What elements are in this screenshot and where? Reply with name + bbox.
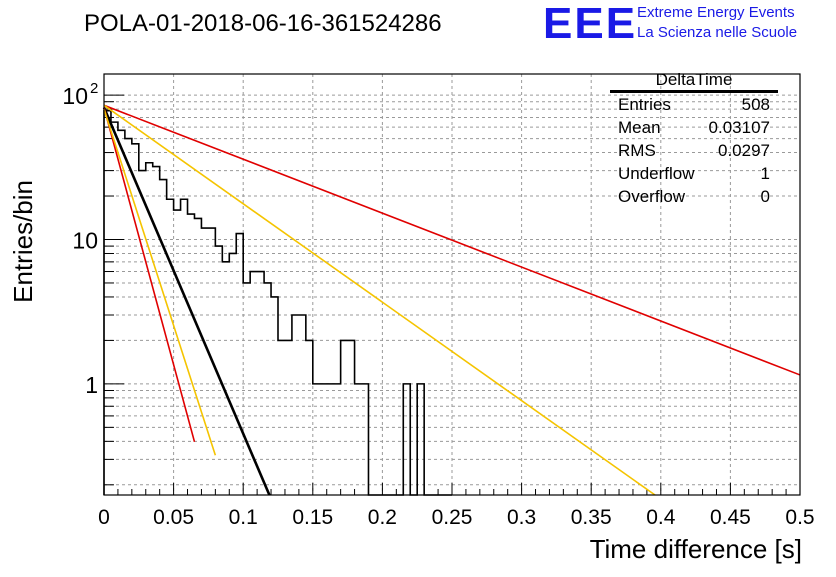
x-tick-label: 0.45 <box>710 506 751 529</box>
stats-row: Overflow 0 <box>610 185 778 208</box>
x-tick-label: 0.4 <box>646 506 676 529</box>
x-tick-label: 0.05 <box>153 506 194 529</box>
stats-row: Underflow 1 <box>610 162 778 185</box>
stats-value: 1 <box>760 164 770 183</box>
x-tick-label: 0.5 <box>785 506 814 529</box>
stats-label: Mean <box>618 118 661 137</box>
stats-label: RMS <box>618 141 656 160</box>
stats-label: Underflow <box>618 164 695 183</box>
x-tick-label: 0.1 <box>229 506 258 529</box>
stats-box: DeltaTime Entries 508 Mean 0.03107 RMS 0… <box>610 70 778 208</box>
fit-curves <box>102 104 801 496</box>
x-tick-label: 0 <box>98 506 110 529</box>
x-tick-labels: 0 0.05 0.1 0.15 0.2 0.25 0.3 0.35 0.4 0.45 0.5 <box>98 506 814 529</box>
y-tick-label: 10 <box>62 83 88 109</box>
x-tick-label: 0.3 <box>507 506 536 529</box>
x-tick-label: 0.35 <box>571 506 612 529</box>
y-tick-label: 10 <box>72 227 98 253</box>
stats-title: DeltaTime <box>610 70 778 93</box>
fit-line-1 <box>102 107 271 496</box>
stats-row: RMS 0.0297 <box>610 139 778 162</box>
y-tick-label: 1 <box>85 372 98 398</box>
plot-frame <box>103 73 801 496</box>
grid <box>104 74 800 495</box>
y-tick-exponent: 2 <box>90 80 98 97</box>
stats-value: 508 <box>741 95 770 114</box>
y-axis-label: Entries/bin <box>8 180 38 303</box>
stats-value: 0.03107 <box>708 118 770 137</box>
fit-line-2 <box>103 104 801 376</box>
logo-subtitle-2: La Scienza nelle Scuole <box>637 24 798 41</box>
fit-line-5 <box>103 108 217 456</box>
stats-value: 0.0297 <box>718 141 770 160</box>
eee-logo: EEE <box>543 0 638 48</box>
x-tick-label: 0.2 <box>368 506 397 529</box>
x-axis-label: Time difference [s] <box>590 534 802 564</box>
stats-value: 0 <box>760 187 770 206</box>
stats-row: Entries 508 <box>610 93 778 116</box>
x-tick-label: 0.25 <box>432 506 473 529</box>
page-title: POLA-01-2018-06-16-361524286 <box>84 10 442 37</box>
x-tick-label: 0.15 <box>292 506 333 529</box>
fit-line-4 <box>103 104 656 496</box>
fit-line-3 <box>103 107 196 442</box>
stats-label: Entries <box>618 95 671 114</box>
stats-label: Overflow <box>618 187 686 206</box>
logo-subtitle-1: Extreme Energy Events <box>637 4 795 21</box>
stats-row: Mean 0.03107 <box>610 116 778 139</box>
